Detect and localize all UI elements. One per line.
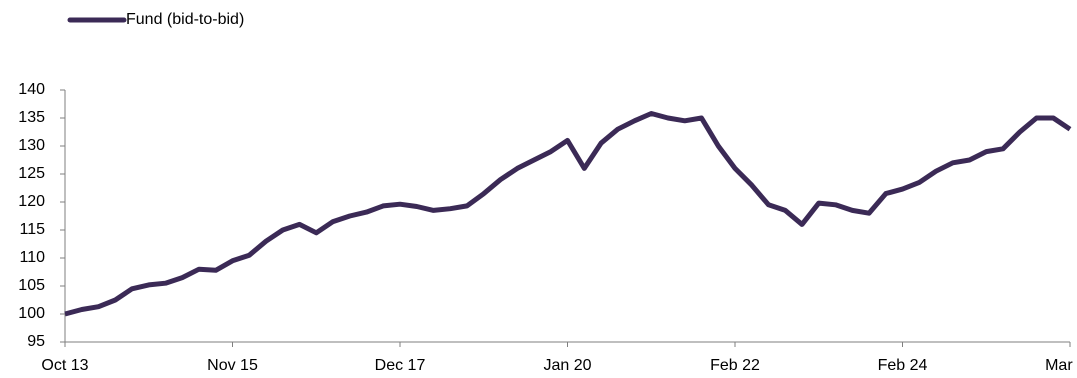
x-tick-label: Feb 24 — [878, 357, 928, 374]
legend-label: Fund (bid-to-bid) — [126, 11, 244, 28]
y-tick-label: 105 — [18, 277, 45, 294]
x-tick-label: Feb 22 — [710, 357, 760, 374]
x-tick-label: Mar 26 — [1045, 357, 1077, 374]
x-tick-label: Jan 20 — [543, 357, 591, 374]
y-tick-label: 135 — [18, 109, 45, 126]
y-tick-label: 125 — [18, 165, 45, 182]
y-tick-label: 100 — [18, 305, 45, 322]
y-tick-label: 115 — [19, 221, 45, 238]
y-tick-label: 130 — [18, 137, 45, 154]
x-tick-label: Dec 17 — [375, 357, 426, 374]
y-tick-label: 95 — [27, 333, 45, 350]
y-tick-label: 120 — [18, 193, 45, 210]
x-tick-label: Oct 13 — [41, 357, 88, 374]
y-tick-label: 110 — [19, 249, 45, 266]
series-line — [64, 111, 1072, 317]
x-tick-label: Nov 15 — [207, 357, 258, 374]
y-tick-label: 140 — [18, 81, 45, 98]
